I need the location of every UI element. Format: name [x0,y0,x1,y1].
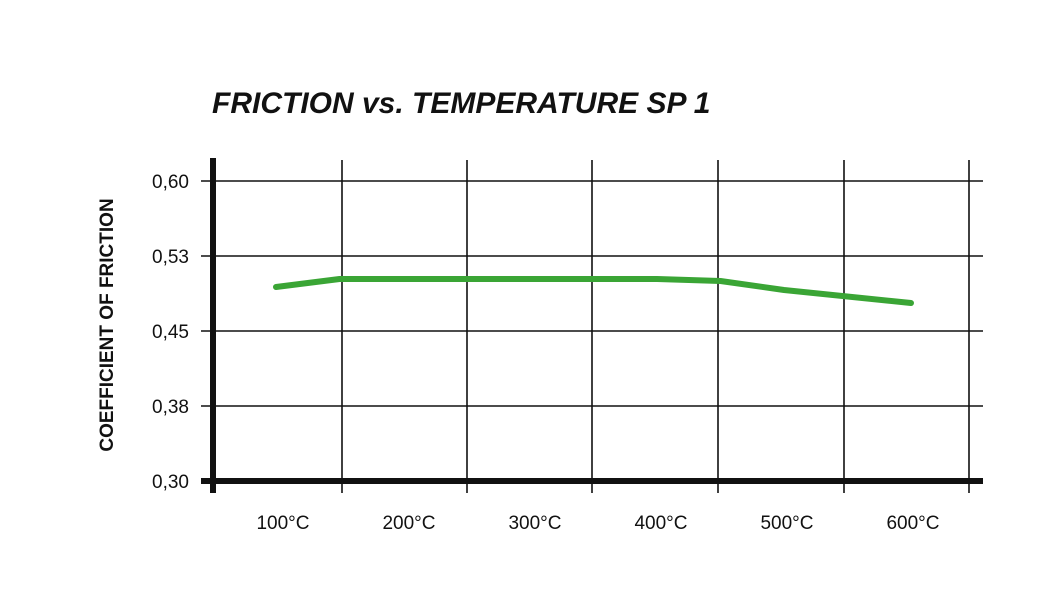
x-tick-label: 500°C [760,513,813,534]
y-tick-labels: 0,60 0,53 0,45 0,38 0,30 [152,172,189,493]
x-tick-label: 600°C [886,513,939,534]
y-tick-label: 0,38 [152,397,189,418]
y-axis-label: COEFFICIENT OF FRICTION [97,198,118,451]
series-layer [273,276,914,306]
y-tick-label: 0,30 [152,472,189,493]
x-tick-label: 100°C [256,513,309,534]
grid-lines [201,160,983,493]
x-tick-labels: 100°C 200°C 300°C 400°C 500°C 600°C [256,513,939,534]
y-tick-label: 0,45 [152,322,189,343]
x-tick-label: 400°C [634,513,687,534]
chart-title: FRICTION vs. TEMPERATURE SP 1 [212,87,710,120]
series-line-1 [273,276,914,306]
axes [201,158,983,493]
x-tick-label: 300°C [508,513,561,534]
x-tick-label: 200°C [382,513,435,534]
y-tick-label: 0,53 [152,247,189,268]
y-tick-label: 0,60 [152,172,189,193]
